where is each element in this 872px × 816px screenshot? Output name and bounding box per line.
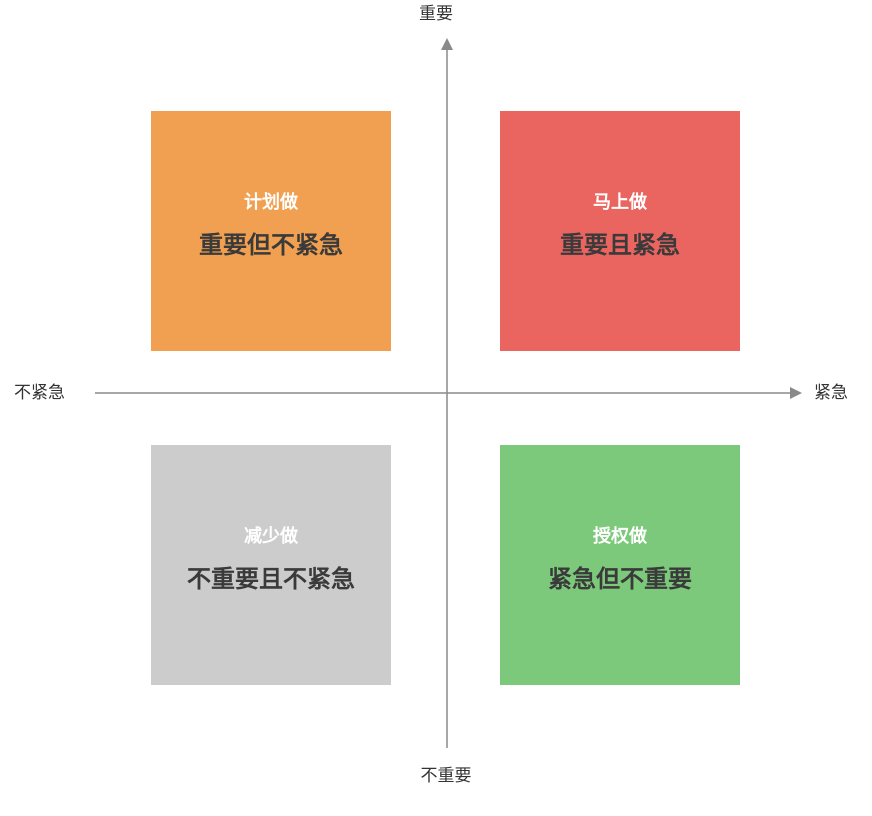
quadrant-action-label: 计划做 <box>244 192 298 213</box>
axis-label-urgent: 紧急 <box>814 383 848 403</box>
axis-label-not-important: 不重要 <box>420 766 472 786</box>
quadrant-action-label: 马上做 <box>593 192 647 213</box>
quadrant-action-label: 授权做 <box>593 526 647 547</box>
quadrant-do-now: 马上做 重要且紧急 <box>500 111 740 351</box>
quadrant-description: 不重要且不紧急 <box>187 565 355 593</box>
quadrant-description: 重要但不紧急 <box>199 231 343 259</box>
quadrant-delegate: 授权做 紧急但不重要 <box>500 445 740 685</box>
quadrant-action-label: 减少做 <box>244 526 298 547</box>
axis-label-important: 重要 <box>419 4 453 24</box>
quadrant-reduce: 减少做 不重要且不紧急 <box>151 445 391 685</box>
quadrant-description: 重要且紧急 <box>560 231 680 259</box>
right-arrow-icon <box>790 387 802 399</box>
axis-label-not-urgent: 不紧急 <box>14 383 65 403</box>
quadrant-plan: 计划做 重要但不紧急 <box>151 111 391 351</box>
quadrant-description: 紧急但不重要 <box>548 565 692 593</box>
up-arrow-icon <box>441 38 453 50</box>
